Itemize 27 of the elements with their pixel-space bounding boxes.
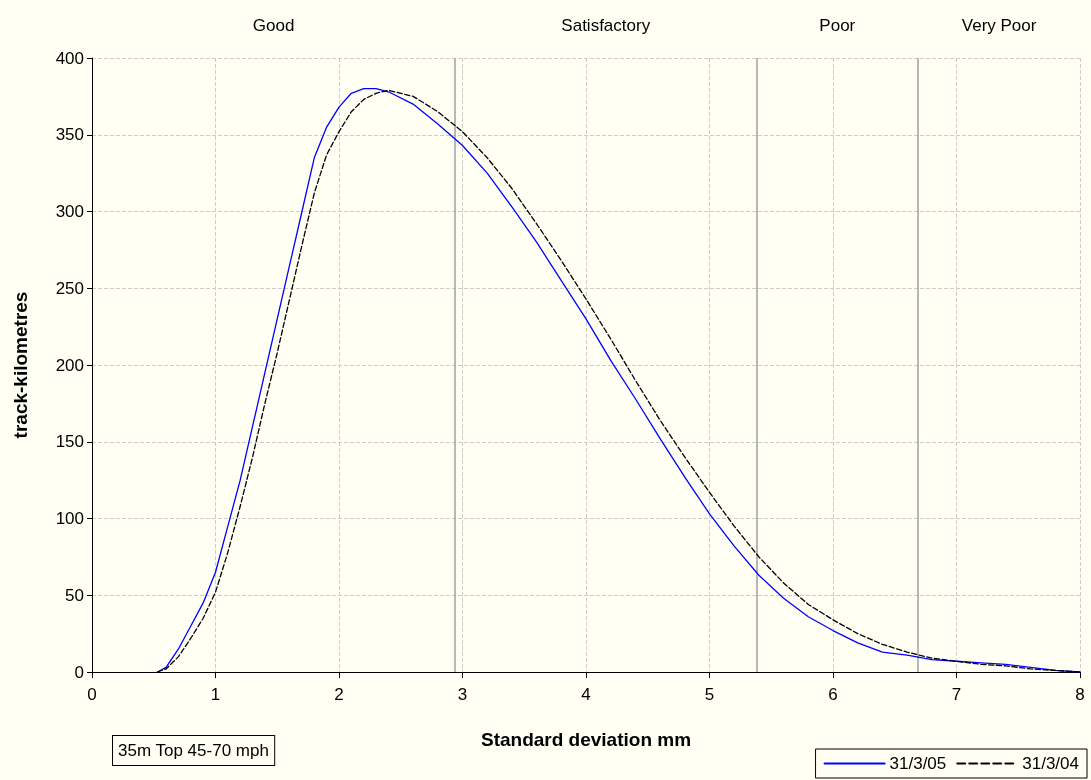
- y-tick-label: 200: [55, 355, 84, 375]
- y-tick-label: 0: [74, 662, 84, 682]
- x-tick-label: 6: [828, 685, 838, 704]
- x-tick-label: 8: [1075, 685, 1085, 704]
- text: Poor: [819, 16, 856, 35]
- x-tick-label: 2: [334, 685, 344, 704]
- x-tick-label: 7: [951, 685, 962, 704]
- text: Very Poor: [961, 16, 1037, 35]
- y-tick-label: 100: [55, 509, 84, 528]
- legend-label: 31/3/04: [1022, 754, 1080, 773]
- y-tick-label: 250: [55, 278, 84, 298]
- x-axis-title: Standard deviation mm: [480, 729, 692, 750]
- y-tick-label: 150: [55, 432, 84, 452]
- y-tick-label: 300: [55, 202, 84, 221]
- y-tick-label: 400: [55, 48, 84, 68]
- y-axis-title: track-kilometres: [10, 291, 31, 439]
- x-tick-label: 4: [581, 685, 591, 704]
- text: Satisfactory: [561, 16, 651, 35]
- x-tick-label: 1: [210, 685, 221, 704]
- y-tick-label: 350: [55, 125, 84, 145]
- legend-label: 31/3/05: [889, 754, 947, 773]
- text: 35m Top 45-70 mph: [118, 741, 269, 760]
- x-tick-label: 0: [87, 685, 97, 704]
- x-tick-label: 5: [704, 685, 715, 704]
- x-tick-label: 3: [457, 685, 468, 704]
- y-tick-label: 50: [65, 585, 84, 605]
- text: Good: [252, 16, 295, 35]
